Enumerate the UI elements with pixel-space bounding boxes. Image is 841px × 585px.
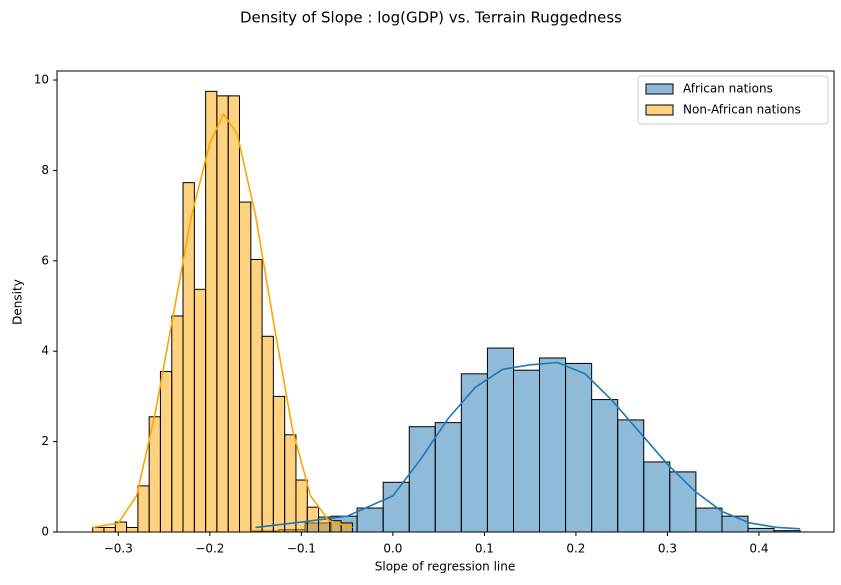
bar [92, 526, 105, 533]
bar [261, 335, 274, 533]
y-tick-label: 8 [41, 163, 49, 177]
bar [747, 527, 775, 533]
bar [238, 201, 252, 533]
bar [565, 362, 593, 533]
bar [272, 395, 286, 533]
x-axis-label: Slope of regression line [375, 560, 515, 574]
legend-label: African nations [683, 82, 773, 96]
legend-swatch [645, 104, 674, 116]
bar [295, 479, 308, 533]
bar [216, 95, 229, 533]
bar [617, 419, 645, 533]
bar [434, 422, 462, 533]
bar [591, 399, 619, 533]
bar [205, 90, 218, 533]
legend-swatch [645, 83, 674, 95]
x-tick-label: −0.1 [287, 542, 316, 556]
x-tick-label: 0.4 [749, 542, 768, 556]
bar [486, 347, 514, 533]
bar [103, 526, 116, 533]
bar [538, 357, 567, 533]
y-axis-label: Density [11, 279, 25, 325]
chart-title: Density of Slope : log(GDP) vs. Terrain … [240, 9, 622, 27]
bar [227, 95, 240, 533]
bar [695, 507, 723, 533]
x-tick-label: −0.3 [104, 542, 133, 556]
x-tick-label: −0.2 [195, 542, 224, 556]
bar [460, 373, 488, 533]
x-tick-label: 0.2 [566, 542, 585, 556]
bar [159, 371, 173, 533]
kde-line [255, 361, 801, 530]
legend-box [637, 75, 829, 125]
x-tick-label: 0.0 [383, 542, 402, 556]
bar [250, 258, 263, 533]
y-tick-label: 2 [41, 434, 49, 448]
bar [721, 515, 749, 533]
plot-frame [56, 70, 835, 533]
kde-line [92, 112, 353, 529]
x-tick-label: 0.3 [658, 542, 677, 556]
bar [284, 434, 297, 533]
bar [171, 315, 184, 533]
bar [356, 507, 384, 533]
x-tick-label: 0.1 [475, 542, 494, 556]
bar [126, 526, 139, 533]
bar [193, 288, 207, 533]
bar [643, 461, 671, 533]
bar [669, 471, 697, 533]
bar [137, 485, 150, 533]
bar [512, 369, 540, 533]
y-tick-label: 6 [41, 253, 49, 267]
y-tick-label: 4 [41, 344, 49, 358]
legend-label: Non-African nations [683, 103, 801, 117]
y-tick-label: 10 [34, 73, 49, 87]
bar [382, 481, 410, 533]
y-tick-label: 0 [41, 525, 49, 539]
